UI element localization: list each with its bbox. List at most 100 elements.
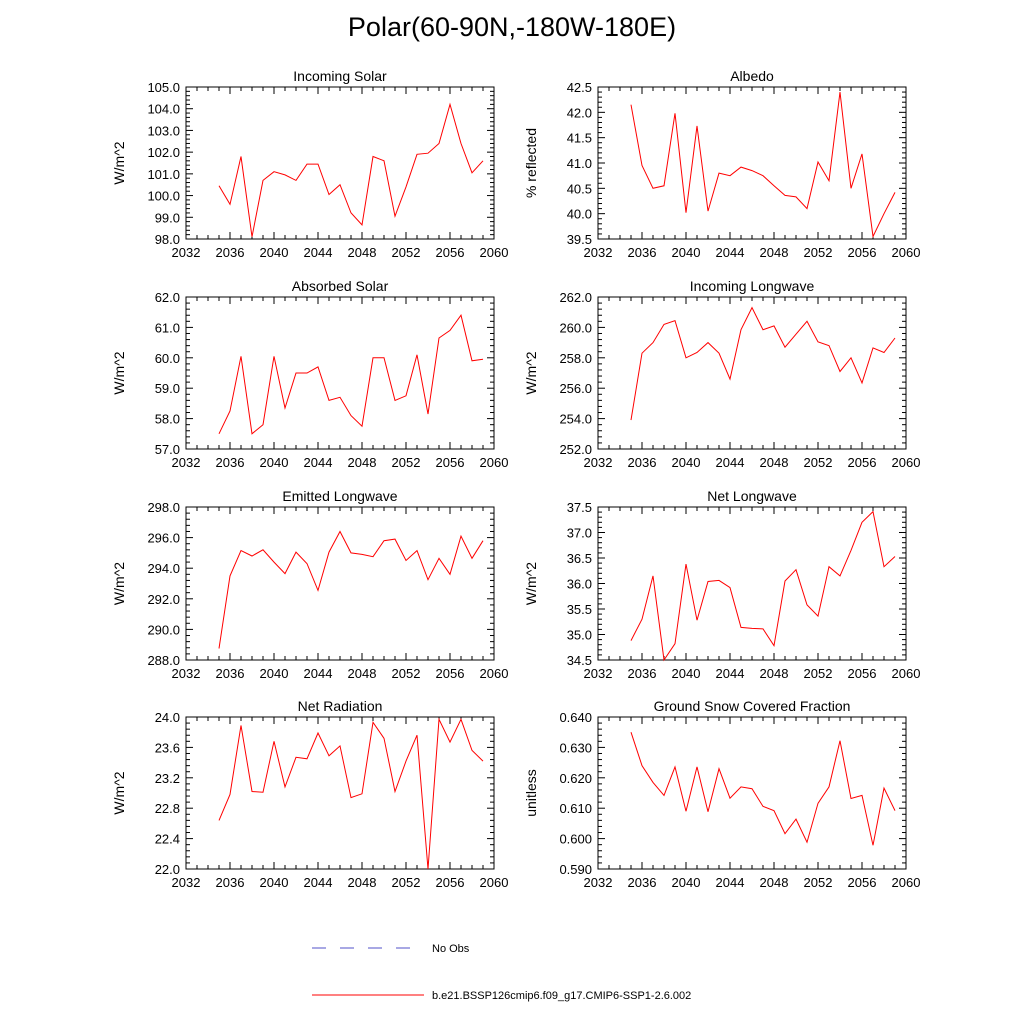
panel-incoming-solar-xtick-label: 2044 (304, 245, 333, 260)
panel-incoming-longwave-xtick-label: 2044 (716, 455, 745, 470)
panel-incoming-longwave-ytick-label: 260.0 (559, 320, 592, 335)
panel-incoming-longwave-title: Incoming Longwave (690, 278, 815, 294)
panel-incoming-solar-ytick-label: 102.0 (147, 145, 180, 160)
panel-incoming-longwave-xtick-label: 2060 (892, 455, 921, 470)
panel-ground-snow-covered-fraction-xtick-label: 2052 (804, 875, 833, 890)
panel-net-longwave-ytick-label: 34.5 (567, 653, 592, 668)
panel-emitted-longwave-xtick-label: 2040 (260, 666, 289, 681)
panel-incoming-longwave-xtick-label: 2032 (584, 455, 613, 470)
panel-incoming-solar-ytick-label: 103.0 (147, 123, 180, 138)
panel-incoming-longwave-xtick-label: 2036 (628, 455, 657, 470)
panel-emitted-longwave-ytick-label: 294.0 (147, 561, 180, 576)
panel-absorbed-solar-ytick-label: 60.0 (155, 351, 180, 366)
panel-net-radiation-ytick-label: 22.8 (155, 801, 180, 816)
legend-label-no-obs: No Obs (432, 943, 470, 955)
panel-albedo-xtick-label: 2032 (584, 245, 613, 260)
panel-ground-snow-covered-fraction-xtick-label: 2036 (628, 875, 657, 890)
panel-absorbed-solar-ytick-label: 61.0 (155, 320, 180, 335)
panel-net-longwave-ytick-label: 37.0 (567, 526, 592, 541)
panel-net-longwave-ylabel: W/m^2 (523, 562, 539, 605)
panel-ground-snow-covered-fraction-ytick-label: 0.600 (559, 832, 592, 847)
panel-absorbed-solar-xtick-label: 2032 (172, 455, 201, 470)
panel-incoming-longwave-frame (597, 296, 907, 450)
panel-albedo-frame (597, 86, 907, 240)
panel-incoming-longwave-xtick-label: 2040 (672, 455, 701, 470)
panel-net-longwave-title: Net Longwave (707, 488, 797, 504)
panel-ground-snow-covered-fraction-ytick-label: 0.630 (559, 740, 592, 755)
panel-net-longwave-ytick-label: 35.0 (567, 628, 592, 643)
panel-net-radiation-ytick-label: 23.6 (155, 740, 180, 755)
panel-ground-snow-covered-fraction-xtick-label: 2048 (760, 875, 789, 890)
panel-incoming-solar-title: Incoming Solar (293, 68, 387, 84)
panel-net-longwave-xtick-label: 2032 (584, 666, 613, 681)
panel-emitted-longwave-xtick-label: 2044 (304, 666, 333, 681)
panel-incoming-solar-ytick-label: 101.0 (147, 167, 180, 182)
panel-albedo-title: Albedo (730, 68, 774, 84)
panel-ground-snow-covered-fraction-xtick-label: 2040 (672, 875, 701, 890)
panel-net-radiation-xtick-label: 2052 (392, 875, 421, 890)
panel-net-radiation-xtick-label: 2048 (348, 875, 377, 890)
panel-incoming-solar-xtick-label: 2048 (348, 245, 377, 260)
panel-incoming-solar-ytick-label: 104.0 (147, 102, 180, 117)
panel-net-radiation-title: Net Radiation (298, 698, 383, 714)
panel-incoming-solar-xtick-label: 2036 (216, 245, 245, 260)
panel-emitted-longwave-ytick-label: 298.0 (147, 500, 180, 515)
panel-ground-snow-covered-fraction-ytick-label: 0.590 (559, 862, 592, 877)
panel-incoming-solar-frame (185, 86, 495, 240)
panel-net-radiation-xtick-label: 2036 (216, 875, 245, 890)
panel-albedo-ylabel: % reflected (523, 128, 539, 198)
panel-ground-snow-covered-fraction-ytick-label: 0.640 (559, 710, 592, 725)
panel-albedo-ytick-label: 41.5 (567, 131, 592, 146)
panel-incoming-longwave-ytick-label: 262.0 (559, 290, 592, 305)
panel-net-radiation-series-line (218, 717, 484, 870)
panel-absorbed-solar-xtick-label: 2056 (436, 455, 465, 470)
panel-emitted-longwave-xtick-label: 2048 (348, 666, 377, 681)
panel-absorbed-solar-xtick-label: 2048 (348, 455, 377, 470)
panel-net-radiation-ytick-label: 22.4 (155, 832, 180, 847)
panel-incoming-longwave-ytick-label: 254.0 (559, 412, 592, 427)
panel-albedo-xtick-label: 2060 (892, 245, 921, 260)
panel-ground-snow-covered-fraction-xtick-label: 2044 (716, 875, 745, 890)
panel-incoming-longwave-series-line (630, 306, 896, 421)
panel-incoming-longwave-xtick-label: 2052 (804, 455, 833, 470)
panel-net-radiation-ytick-label: 24.0 (155, 710, 180, 725)
panel-incoming-solar-series-line (218, 102, 484, 237)
panel-emitted-longwave-xtick-label: 2056 (436, 666, 465, 681)
panel-albedo-ytick-label: 40.0 (567, 207, 592, 222)
panel-incoming-longwave-xtick-label: 2056 (848, 455, 877, 470)
panel-incoming-longwave-ytick-label: 252.0 (559, 442, 592, 457)
panel-ground-snow-covered-fraction-frame (597, 716, 907, 870)
panel-ground-snow-covered-fraction-ytick-label: 0.620 (559, 771, 592, 786)
panel-absorbed-solar-xtick-label: 2040 (260, 455, 289, 470)
figure-title: Polar(60-90N,-180W-180E) (347, 12, 677, 42)
panel-incoming-longwave-ylabel: W/m^2 (523, 351, 539, 394)
panel-net-longwave-ytick-label: 35.5 (567, 602, 592, 617)
panel-absorbed-solar-ylabel: W/m^2 (111, 351, 127, 394)
panel-albedo-ytick-label: 42.5 (567, 80, 592, 95)
panel-albedo-ytick-label: 39.5 (567, 232, 592, 247)
panel-incoming-solar-xtick-label: 2060 (480, 245, 509, 260)
panel-absorbed-solar-ytick-label: 62.0 (155, 290, 180, 305)
panel-albedo-xtick-label: 2040 (672, 245, 701, 260)
panel-emitted-longwave-title: Emitted Longwave (282, 488, 397, 504)
panel-incoming-longwave-xtick-label: 2048 (760, 455, 789, 470)
panel-ground-snow-covered-fraction-xtick-label: 2060 (892, 875, 921, 890)
panel-albedo-ytick-label: 41.0 (567, 156, 592, 171)
panel-incoming-longwave-ytick-label: 256.0 (559, 381, 592, 396)
panel-net-radiation-ytick-label: 22.0 (155, 862, 180, 877)
panel-ground-snow-covered-fraction-ytick-label: 0.610 (559, 801, 592, 816)
panel-incoming-solar-ytick-label: 99.0 (155, 210, 180, 225)
panel-absorbed-solar-ytick-label: 59.0 (155, 381, 180, 396)
panel-emitted-longwave-ytick-label: 292.0 (147, 592, 180, 607)
panel-net-longwave-series-line (630, 510, 896, 662)
legend-label-model: b.e21.BSSP126cmip6.f09_g17.CMIP6-SSP1-2.… (432, 990, 692, 1002)
panel-incoming-solar-xtick-label: 2032 (172, 245, 201, 260)
panel-albedo-ytick-label: 40.5 (567, 181, 592, 196)
panel-incoming-solar-xtick-label: 2040 (260, 245, 289, 260)
panel-emitted-longwave-xtick-label: 2060 (480, 666, 509, 681)
panel-absorbed-solar-ytick-label: 58.0 (155, 412, 180, 427)
panel-net-longwave-xtick-label: 2060 (892, 666, 921, 681)
panel-absorbed-solar-xtick-label: 2044 (304, 455, 333, 470)
panel-emitted-longwave-ytick-label: 290.0 (147, 622, 180, 637)
panel-net-radiation-xtick-label: 2040 (260, 875, 289, 890)
